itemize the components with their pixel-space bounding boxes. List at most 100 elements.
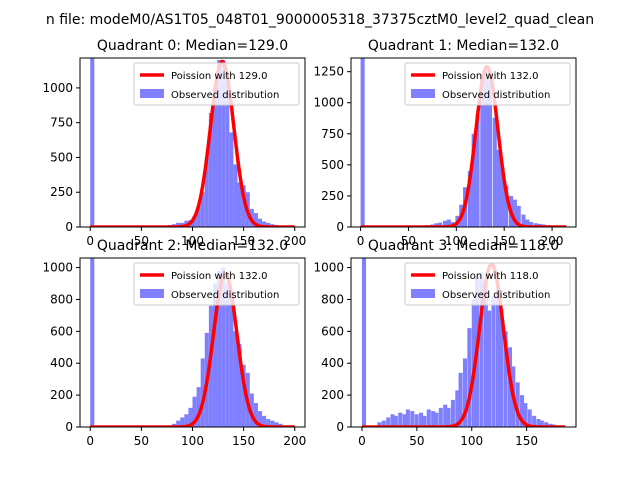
- histogram-bar: [455, 390, 460, 427]
- histogram-bar: [208, 112, 213, 227]
- histogram-bar: [405, 409, 410, 427]
- histogram-bar: [443, 404, 448, 427]
- histogram-bar: [233, 331, 238, 427]
- histogram-bar: [402, 414, 407, 427]
- legend-label: Observed distribution: [171, 90, 279, 101]
- legend-label: Poission with 129.0: [171, 71, 267, 82]
- histogram-bar: [390, 414, 395, 427]
- panel-title: Quadrant 3: Median=118.0: [368, 238, 559, 254]
- y-tick-label: 500: [50, 150, 73, 164]
- histogram-bar: [212, 283, 218, 427]
- histogram-bar: [504, 185, 509, 227]
- histogram-bar: [233, 164, 238, 227]
- histogram-bar: [386, 417, 391, 427]
- histogram-bar: [217, 60, 222, 227]
- histogram-bar: [176, 222, 181, 227]
- histogram-bar: [523, 403, 528, 427]
- histogram-bar: [503, 331, 508, 427]
- histogram-bar: [90, 258, 95, 427]
- histogram-bar: [393, 415, 398, 427]
- y-tick-label: 600: [50, 324, 73, 338]
- y-tick-label: 750: [50, 116, 73, 130]
- histogram-bar: [398, 412, 403, 427]
- y-tick-label: 0: [65, 420, 73, 434]
- histogram-bar: [200, 192, 205, 227]
- panel-title: Quadrant 1: Median=132.0: [368, 38, 559, 54]
- panel-title: Quadrant 0: Median=129.0: [97, 38, 288, 54]
- histogram-bar: [381, 420, 386, 427]
- histogram-bar: [426, 409, 431, 427]
- y-tick-label: 1000: [42, 81, 73, 95]
- x-tick-label: 150: [232, 434, 255, 448]
- histogram-bar: [237, 344, 242, 427]
- histogram-bar: [257, 411, 263, 427]
- histogram-bar: [253, 403, 258, 427]
- histogram-bar: [225, 80, 230, 227]
- plot-area: [89, 258, 296, 427]
- histogram-bar: [495, 289, 500, 427]
- x-tick-label: 200: [283, 434, 306, 448]
- x-tick-label: 100: [445, 234, 468, 248]
- subplot-quadrant-2: 0 50 100 150 200 0 200 400 600 800 1000 Quadrant 2:…: [42, 238, 306, 448]
- legend-label: Poission with 132.0: [171, 271, 267, 282]
- histogram-bar: [527, 409, 532, 427]
- histogram-bar: [217, 270, 222, 427]
- histogram-bar: [221, 267, 226, 427]
- histogram-bar: [180, 417, 185, 427]
- histogram-bar: [521, 214, 526, 227]
- histogram-bar: [516, 205, 521, 227]
- histogram-bar: [520, 395, 525, 427]
- axes-frame: [350, 57, 577, 228]
- x-tick-label: 0: [86, 234, 94, 248]
- histogram-bar: [492, 117, 497, 227]
- plot-area: [89, 58, 296, 227]
- poisson-curve: [89, 272, 296, 427]
- y-tick-label: 400: [50, 356, 73, 370]
- histogram-bar: [361, 258, 367, 427]
- x-tick-label: 150: [232, 234, 255, 248]
- y-tick-label: 250: [50, 185, 73, 199]
- histogram-bar: [229, 132, 234, 227]
- y-tick-label: 200: [50, 388, 73, 402]
- y-tick-label: 500: [321, 158, 344, 172]
- histogram-bar: [533, 223, 538, 227]
- legend-label: Poission with 118.0: [442, 271, 538, 282]
- poisson-curve: [360, 262, 567, 427]
- histogram-bar: [446, 407, 451, 427]
- legend-label: Observed distribution: [442, 290, 550, 301]
- legend-label: Observed distribution: [171, 290, 279, 301]
- histogram-bar: [484, 71, 489, 227]
- histogram-bar: [525, 219, 530, 227]
- histogram-bar: [539, 420, 544, 427]
- x-tick-label: 200: [283, 234, 306, 248]
- histogram-bar: [467, 171, 472, 227]
- y-tick-label: 200: [321, 388, 344, 402]
- histogram-bar: [192, 396, 197, 427]
- histogram-bar: [212, 86, 218, 227]
- legend-bar-swatch: [140, 289, 164, 298]
- histogram-bar: [204, 157, 209, 227]
- subplot-quadrant-0: 0 50 100 150 200 0 250 500 750 1000 Quadrant 0: Me…: [42, 38, 306, 248]
- histogram-bar: [237, 182, 242, 227]
- y-tick-label: 1000: [313, 96, 344, 110]
- legend-frame: [404, 62, 571, 106]
- x-tick-label: 50: [409, 434, 424, 448]
- histogram-bar: [471, 133, 476, 227]
- y-tick-label: 800: [321, 292, 344, 306]
- x-tick-label: 150: [493, 234, 516, 248]
- histogram-bar: [496, 149, 501, 227]
- legend-label: Poission with 132.0: [442, 71, 538, 82]
- x-tick-label: 0: [86, 434, 94, 448]
- histogram-bar: [536, 419, 541, 427]
- histogram-bar: [184, 414, 189, 427]
- histogram-bar: [475, 115, 480, 227]
- histogram-bar: [491, 296, 496, 427]
- histogram-bar: [192, 215, 197, 227]
- histogram-bar: [196, 206, 201, 227]
- legend-label: Observed distribution: [442, 90, 550, 101]
- y-tick-label: 0: [65, 220, 73, 234]
- x-tick-label: 200: [541, 234, 564, 248]
- poisson-curve: [89, 59, 296, 227]
- histogram-bar: [434, 223, 439, 227]
